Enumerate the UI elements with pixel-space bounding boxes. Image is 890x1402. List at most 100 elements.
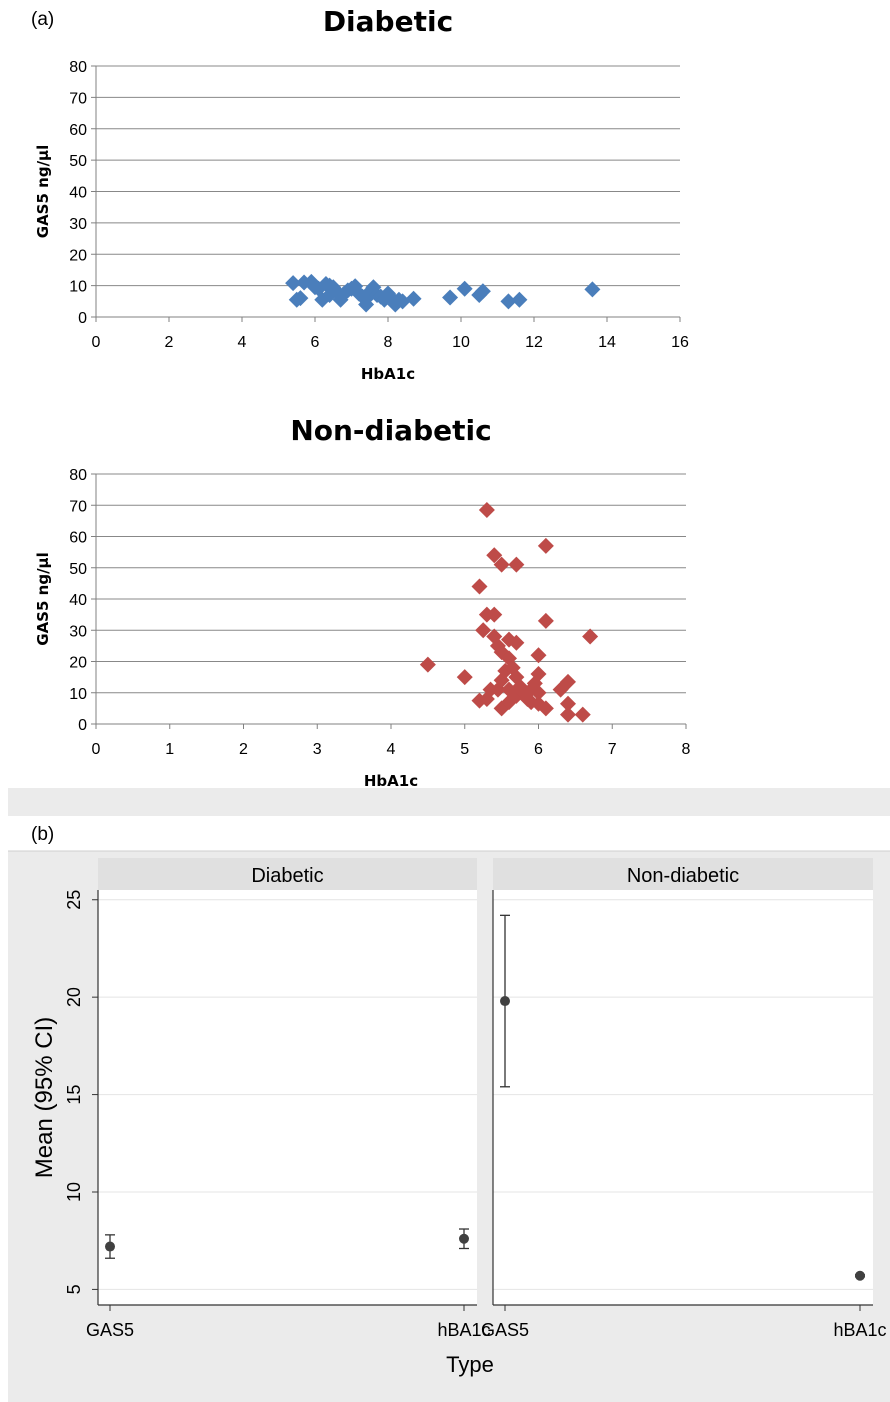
facet-plot-area [98, 890, 477, 1305]
data-point-diamond [419, 656, 436, 673]
data-point-diamond [530, 666, 547, 682]
x-tick-label: 1 [165, 741, 174, 758]
y-tick-label: 80 [69, 467, 87, 484]
data-point-diamond [471, 578, 488, 595]
y-tick-label: 40 [69, 185, 87, 202]
y-tick-label: 40 [69, 592, 87, 609]
data-point-diamond [456, 280, 473, 297]
y-tick-label: 70 [69, 498, 87, 515]
x-tick-label: 10 [452, 334, 470, 351]
mean-point [105, 1241, 115, 1252]
facet-plot-area [493, 890, 873, 1305]
data-point-diamond [285, 275, 302, 292]
data-point-diamond [560, 695, 576, 712]
panel-label-a: (a) [31, 9, 54, 30]
data-point-diamond [500, 293, 517, 310]
mean-point [855, 1270, 865, 1281]
chart-title: Diabetic [323, 5, 453, 38]
y-tick-label: 20 [69, 655, 87, 672]
y-tick-label: 50 [69, 561, 87, 578]
y-axis-label: Mean (95% CI) [31, 1017, 58, 1178]
x-tick-label: 0 [92, 334, 101, 351]
data-point-diamond [574, 706, 591, 723]
x-tick-label: 0 [92, 741, 101, 758]
x-tick-label: 5 [460, 741, 469, 758]
y-tick-label: 60 [69, 530, 87, 547]
data-point-diamond [486, 606, 503, 623]
y-tick-label: 60 [69, 122, 87, 139]
data-point-diamond [486, 547, 503, 564]
data-point-diamond [508, 634, 525, 651]
data-point-diamond [560, 706, 576, 723]
data-point-diamond [537, 700, 554, 717]
y-tick-label: 25 [64, 890, 84, 910]
data-point-diamond [442, 289, 459, 306]
x-axis-label: HbA1c [364, 772, 418, 790]
chart-title: Non-diabetic [290, 414, 491, 447]
facet-strip [98, 858, 477, 890]
data-point-diamond [456, 669, 473, 686]
data-point-diamond [511, 291, 528, 308]
y-tick-label: 0 [78, 717, 87, 734]
mean-point [459, 1233, 469, 1244]
data-point-diamond [584, 281, 601, 298]
x-tick-label: GAS5 [86, 1320, 134, 1340]
diabetic-scatter-chart: Diabetic 0 10 20 30 40 50 60 70 80 0 2 4 6 8 10 12 14 16 Hb… [34, 5, 689, 383]
x-tick-label: GAS5 [481, 1320, 529, 1340]
x-tick-label: 2 [165, 334, 174, 351]
y-tick-label: 0 [78, 310, 87, 327]
facet-title: Diabetic [251, 865, 323, 887]
facet-strip [493, 858, 873, 890]
x-tick-label: 8 [384, 334, 393, 351]
x-tick-label: 2 [239, 741, 248, 758]
x-tick-label: hBA1c [833, 1320, 886, 1340]
data-point-diamond [394, 293, 411, 310]
nondiabetic-scatter-chart: Non-diabetic 0 10 20 30 40 50 60 70 80 0 1 2 3 4 5 6 7 8 Hb… [34, 414, 691, 790]
mean-point [500, 996, 510, 1007]
y-tick-label: 5 [64, 1284, 84, 1294]
x-axis-label: HbA1c [361, 365, 415, 383]
y-tick-label: 20 [64, 987, 84, 1007]
data-point-diamond [560, 673, 576, 690]
x-tick-label: 4 [238, 334, 247, 351]
y-tick-label: 70 [69, 90, 87, 107]
data-point-diamond [582, 628, 599, 645]
y-tick-label: 10 [64, 1182, 84, 1202]
y-tick-label: 10 [69, 686, 87, 703]
data-point-diamond [493, 556, 510, 573]
data-point-diamond [474, 283, 491, 300]
y-tick-label: 30 [69, 623, 87, 640]
y-axis-label: GAS5 ng/µl [34, 145, 52, 238]
y-tick-label: 10 [69, 279, 87, 296]
y-tick-label: 80 [69, 59, 87, 76]
facet-title: Non-diabetic [627, 865, 739, 887]
x-tick-label: 4 [387, 741, 396, 758]
data-point-diamond [475, 622, 492, 639]
y-tick-label: 20 [69, 247, 87, 264]
x-axis-label: Type [446, 1352, 494, 1377]
data-point-diamond [537, 537, 554, 554]
x-tick-label: 7 [608, 741, 617, 758]
y-tick-label: 50 [69, 153, 87, 170]
y-tick-label: 30 [69, 216, 87, 233]
data-point-diamond [358, 296, 375, 313]
data-point-diamond [292, 290, 309, 307]
y-axis-label: GAS5 ng/µl [34, 552, 52, 645]
x-tick-label: 3 [313, 741, 322, 758]
panel-separator-band [8, 788, 890, 816]
data-point-diamond [508, 556, 525, 573]
x-tick-label: hBA1c [437, 1320, 490, 1340]
data-point-diamond [530, 647, 547, 664]
data-point-diamond [478, 501, 495, 518]
y-tick-label: 15 [64, 1085, 84, 1105]
data-point-diamond [530, 684, 547, 701]
x-tick-label: 14 [598, 334, 616, 351]
x-tick-label: 16 [671, 334, 689, 351]
data-point-diamond [537, 612, 554, 629]
x-tick-label: 12 [525, 334, 543, 351]
x-tick-label: 8 [682, 741, 691, 758]
x-tick-label: 6 [534, 741, 543, 758]
panel-label-b: (b) [31, 824, 54, 845]
